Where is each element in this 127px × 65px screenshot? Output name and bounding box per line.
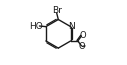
- Text: N: N: [68, 22, 74, 31]
- Text: O: O: [79, 31, 86, 40]
- Text: HO: HO: [30, 22, 43, 30]
- Text: O: O: [79, 42, 85, 51]
- Text: Br: Br: [52, 6, 62, 15]
